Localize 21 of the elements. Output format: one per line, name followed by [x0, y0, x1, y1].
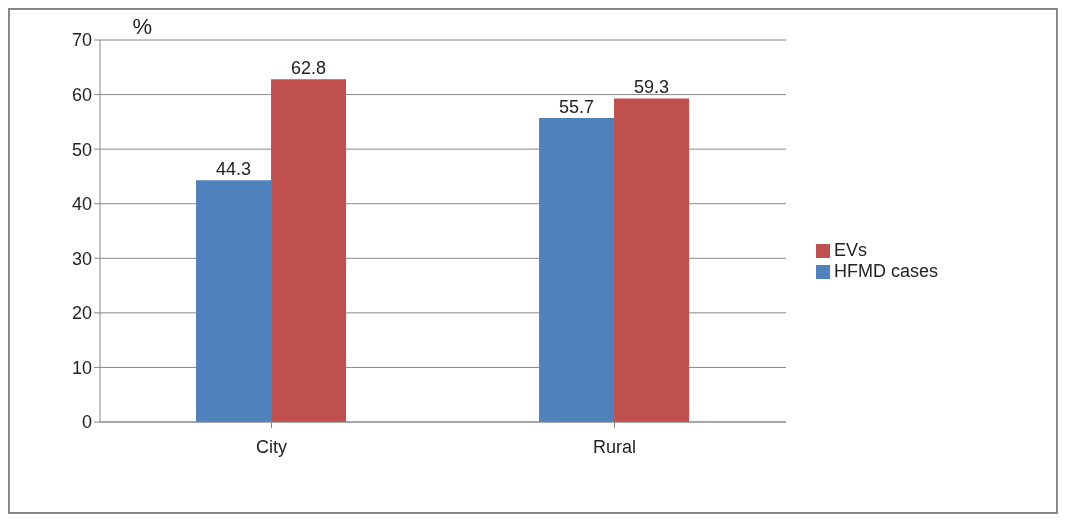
data-label: 55.7: [559, 97, 595, 118]
bar: [271, 79, 347, 422]
y-tick-label: 50: [71, 139, 92, 160]
legend-label: HFMD cases: [834, 261, 939, 281]
x-tick-label: Rural: [592, 436, 637, 457]
y-tick-label: 60: [71, 84, 92, 105]
y-tick-label: 20: [71, 303, 92, 324]
bar: [539, 118, 615, 422]
y-tick-label: 0: [81, 412, 92, 433]
y-tick-label: 40: [71, 194, 92, 215]
bar: [614, 98, 690, 422]
y-tick-label: 30: [71, 248, 92, 269]
bar: [196, 180, 272, 422]
data-label: 59.3: [634, 77, 670, 98]
y-tick-label: 10: [71, 357, 92, 378]
y-axis-title: %: [132, 13, 152, 39]
legend-label: EVs: [834, 240, 868, 260]
data-label: 62.8: [291, 58, 327, 79]
y-tick-label: 70: [71, 30, 92, 51]
x-tick-label: City: [256, 436, 287, 457]
data-label: 44.3: [216, 159, 252, 180]
